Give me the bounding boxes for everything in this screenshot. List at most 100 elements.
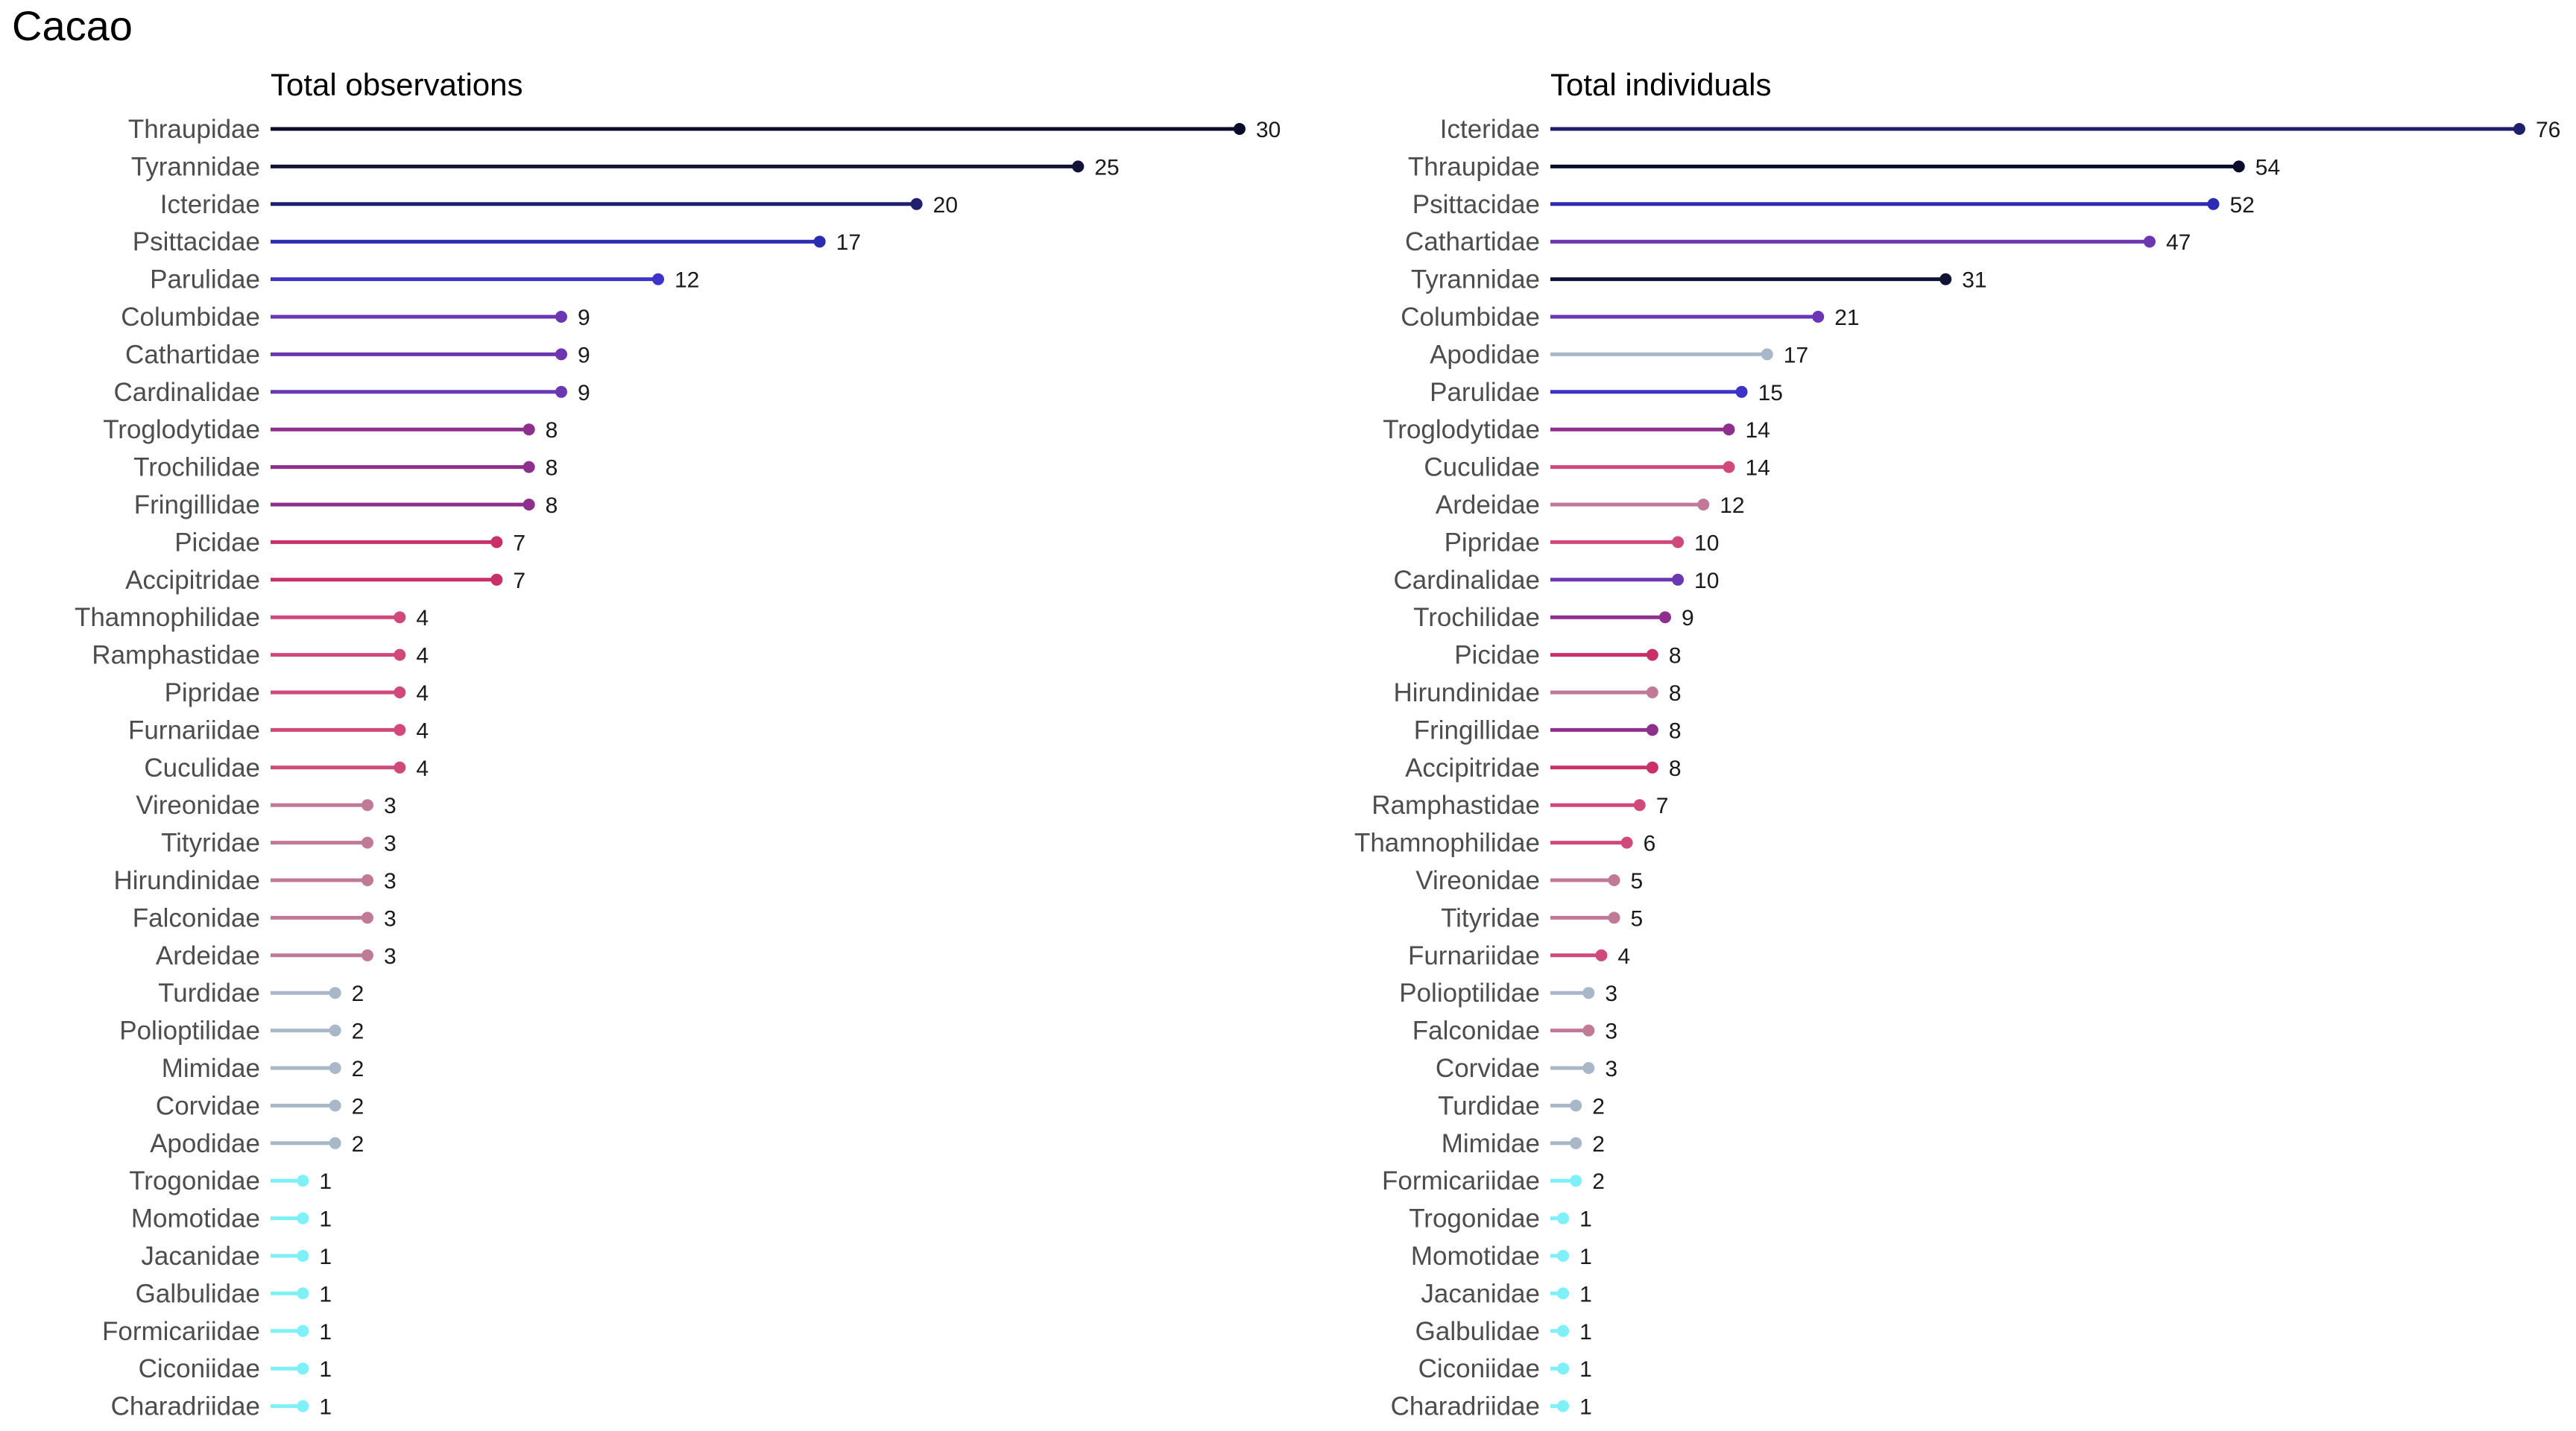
panel-total-observations: Total observations Thraupidae 30 Tyrannida… bbox=[75, 67, 1281, 1421]
data-label: 14 bbox=[1745, 456, 1770, 481]
tick-label: Cardinalidae bbox=[113, 378, 260, 407]
data-label: 1 bbox=[1579, 1357, 1592, 1382]
lollipop-point bbox=[394, 724, 406, 736]
data-label: 9 bbox=[1682, 606, 1694, 631]
tick-label: Vireonidae bbox=[136, 791, 260, 820]
panel-title: Total observations bbox=[271, 67, 523, 102]
tick-label: Hirundinidae bbox=[1393, 678, 1540, 707]
data-label: 1 bbox=[1579, 1282, 1592, 1307]
tick-label: Parulidae bbox=[150, 265, 260, 294]
panel-title: Total individuals bbox=[1550, 67, 1772, 102]
tick-label: Falconidae bbox=[133, 903, 260, 932]
lollipop-point bbox=[362, 799, 373, 812]
data-label: 14 bbox=[1745, 418, 1770, 443]
data-label: 5 bbox=[1631, 869, 1644, 894]
data-label: 7 bbox=[513, 569, 525, 593]
data-label: 2 bbox=[352, 1057, 364, 1081]
data-label: 7 bbox=[513, 531, 525, 555]
lollipop-point bbox=[362, 836, 373, 849]
data-label: 1 bbox=[1579, 1207, 1592, 1232]
tick-label: Picidae bbox=[1454, 641, 1540, 670]
tick-label: Cuculidae bbox=[144, 754, 260, 783]
data-label: 76 bbox=[2536, 118, 2560, 142]
lollipop-point bbox=[1723, 423, 1735, 436]
lollipop-point bbox=[1608, 874, 1620, 886]
tick-label: Formicariidae bbox=[1382, 1166, 1540, 1195]
tick-label: Ciconiidae bbox=[139, 1354, 260, 1383]
lollipop-point bbox=[1939, 273, 1952, 285]
data-label: 3 bbox=[1605, 1057, 1617, 1081]
data-label: 15 bbox=[1758, 381, 1783, 405]
data-label: 3 bbox=[384, 794, 397, 818]
data-label: 2 bbox=[1592, 1169, 1605, 1194]
lollipop-point bbox=[2207, 198, 2220, 210]
lollipop-point bbox=[555, 311, 567, 323]
lollipop-point bbox=[297, 1324, 309, 1337]
data-label: 1 bbox=[319, 1357, 332, 1382]
tick-label: Icteridae bbox=[160, 190, 260, 219]
lollipop-point bbox=[1672, 536, 1685, 549]
data-label: 52 bbox=[2229, 193, 2254, 218]
tick-label: Cathartidae bbox=[125, 340, 260, 369]
data-label: 4 bbox=[416, 756, 429, 781]
tick-label: Trochilidae bbox=[1413, 603, 1540, 632]
tick-label: Jacanidae bbox=[1421, 1279, 1540, 1308]
tick-label: Galbulidae bbox=[136, 1279, 260, 1308]
tick-label: Accipitridae bbox=[1405, 754, 1540, 783]
data-label: 3 bbox=[384, 832, 397, 856]
lollipop-point bbox=[1557, 1362, 1570, 1375]
tick-label: Thamnophilidae bbox=[1354, 829, 1540, 858]
data-label: 6 bbox=[1644, 832, 1656, 856]
tick-label: Charadriidae bbox=[111, 1392, 260, 1421]
data-label: 25 bbox=[1094, 155, 1119, 180]
lollipop-point bbox=[362, 949, 373, 961]
data-label: 1 bbox=[319, 1169, 332, 1194]
data-label: 4 bbox=[416, 681, 429, 706]
data-label: 1 bbox=[1579, 1320, 1592, 1345]
data-label: 8 bbox=[546, 456, 558, 481]
tick-label: Galbulidae bbox=[1415, 1317, 1540, 1346]
tick-label: Cuculidae bbox=[1424, 453, 1540, 482]
tick-label: Mimidae bbox=[162, 1054, 260, 1083]
lollipop-point bbox=[1557, 1400, 1570, 1412]
lollipop-point bbox=[1582, 1062, 1595, 1074]
lollipop-point bbox=[297, 1400, 309, 1412]
data-label: 54 bbox=[2255, 155, 2280, 180]
data-label: 30 bbox=[1256, 118, 1281, 142]
data-label: 9 bbox=[578, 343, 590, 367]
lollipop-point bbox=[1633, 799, 1646, 812]
data-label: 47 bbox=[2166, 230, 2191, 255]
tick-label: Trogonidae bbox=[129, 1166, 260, 1195]
lollipop-point bbox=[1570, 1175, 1582, 1187]
lollipop-point bbox=[490, 573, 503, 586]
lollipop-point bbox=[329, 987, 341, 999]
tick-label: Jacanidae bbox=[141, 1242, 260, 1271]
lollipop-point bbox=[1557, 1287, 1570, 1300]
data-label: 12 bbox=[1720, 493, 1744, 518]
data-label: 2 bbox=[1592, 1132, 1605, 1157]
data-label: 2 bbox=[1592, 1094, 1605, 1119]
data-label: 10 bbox=[1694, 569, 1719, 593]
tick-label: Tyrannidae bbox=[131, 152, 260, 181]
tick-label: Polioptilidae bbox=[1399, 979, 1540, 1008]
tick-label: Pipridae bbox=[1445, 528, 1540, 557]
data-label: 8 bbox=[1669, 756, 1682, 781]
tick-label: Momotidae bbox=[131, 1204, 260, 1233]
tick-label: Thamnophilidae bbox=[75, 603, 260, 632]
lollipop-point bbox=[1812, 311, 1825, 323]
tick-label: Ciconiidae bbox=[1418, 1354, 1540, 1383]
lollipop-point bbox=[394, 611, 406, 624]
lollipop-point bbox=[2143, 236, 2156, 248]
data-label: 4 bbox=[416, 644, 429, 669]
tick-label: Formicariidae bbox=[102, 1317, 260, 1346]
lollipop-point bbox=[297, 1250, 309, 1262]
data-label: 2 bbox=[352, 1132, 364, 1157]
tick-label: Columbidae bbox=[1401, 303, 1540, 332]
tick-label: Tityridae bbox=[161, 829, 260, 858]
tick-label: Tyrannidae bbox=[1411, 265, 1540, 294]
tick-label: Charadriidae bbox=[1391, 1392, 1540, 1421]
data-label: 2 bbox=[352, 1020, 364, 1044]
data-label: 1 bbox=[319, 1395, 332, 1420]
lollipop-point bbox=[1234, 123, 1246, 135]
data-label: 4 bbox=[1617, 944, 1630, 969]
